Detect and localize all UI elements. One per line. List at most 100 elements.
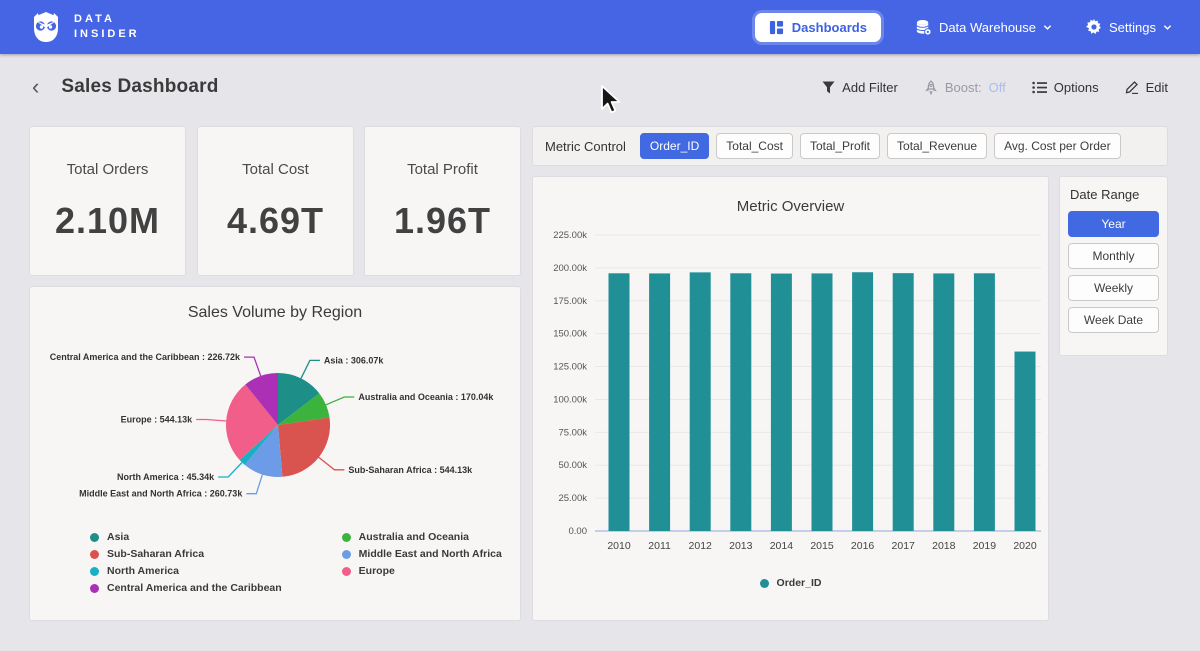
x-tick-label: 2019 — [973, 540, 997, 552]
pie-legend-item-middle-east-and-north-africa[interactable]: Middle East and North Africa — [342, 548, 502, 560]
date-range-option-year[interactable]: Year — [1068, 211, 1159, 237]
bar-2014[interactable] — [771, 274, 792, 531]
bar-2013[interactable] — [730, 273, 751, 531]
legend-column: Australia and Oceania Middle East and Nor… — [342, 531, 502, 594]
bar-2012[interactable] — [690, 272, 711, 531]
legend-dot — [342, 567, 351, 576]
x-tick-label: 2020 — [1013, 540, 1037, 552]
date-range-option-week-date[interactable]: Week Date — [1068, 307, 1159, 333]
pie-legend-item-europe[interactable]: Europe — [342, 565, 502, 577]
kpi-label: Total Orders — [67, 161, 149, 178]
bar-2020[interactable] — [1015, 352, 1036, 531]
metric-option-total-cost[interactable]: Total_Cost — [716, 133, 793, 159]
legend-dot — [342, 533, 351, 542]
metric-option-total-revenue[interactable]: Total_Revenue — [887, 133, 987, 159]
legend-dot — [90, 584, 99, 593]
legend-label: Australia and Oceania — [359, 531, 469, 543]
bar-2010[interactable] — [609, 273, 630, 531]
pie-legend-item-north-america[interactable]: North America — [90, 565, 282, 577]
pie-leader-line — [196, 420, 226, 422]
options-label: Options — [1054, 80, 1099, 95]
legend-label: Order_ID — [777, 577, 822, 589]
x-tick-label: 2013 — [729, 540, 753, 552]
metric-option-avg-cost-per-order[interactable]: Avg. Cost per Order — [994, 133, 1121, 159]
nav-settings-label: Settings — [1109, 20, 1156, 35]
add-filter-label: Add Filter — [842, 80, 898, 95]
bar-chart: 225.00k200.00k175.00k150.00k125.00k100.0… — [533, 215, 1048, 560]
pie-slice-label: North America : 45.34k — [117, 472, 215, 482]
bar-chart-card: Metric Overview 225.00k200.00k175.00k150… — [533, 177, 1048, 620]
page-header: ‹ Sales Dashboard Add Filter Boost: Off — [0, 54, 1200, 120]
metric-options-group: Order_ID Total_Cost Total_Profit Total_Reve… — [640, 133, 1121, 159]
date-range-label: Date Range — [1068, 187, 1159, 202]
boost-toggle[interactable]: Boost: Off — [924, 80, 1006, 95]
metric-option-order-id[interactable]: Order_ID — [640, 133, 709, 159]
y-tick-label: 100.00k — [553, 394, 587, 405]
filter-funnel-icon — [822, 81, 835, 94]
brand-text: DATA INSIDER — [74, 12, 140, 43]
edit-button[interactable]: Edit — [1125, 80, 1168, 95]
date-range-option-monthly[interactable]: Monthly — [1068, 243, 1159, 269]
legend-label: Asia — [107, 531, 129, 543]
date-range-panel: Date Range Year Monthly Weekly Week Date — [1060, 177, 1167, 355]
bar-legend-item[interactable]: Order_ID — [760, 577, 822, 589]
x-tick-label: 2011 — [648, 540, 671, 552]
x-tick-label: 2016 — [851, 540, 875, 552]
kpi-value: 1.96T — [394, 200, 491, 242]
options-button[interactable]: Options — [1032, 80, 1099, 95]
kpi-value: 2.10M — [55, 200, 160, 242]
boost-state: Off — [989, 80, 1006, 95]
bar-2019[interactable] — [974, 273, 995, 531]
pie-legend-item-asia[interactable]: Asia — [90, 531, 282, 543]
pie-chart: Asia : 306.07kAustralia and Oceania : 17… — [30, 322, 520, 527]
y-tick-label: 0.00 — [569, 526, 588, 537]
y-tick-label: 125.00k — [553, 362, 587, 373]
nav-dashboards-button[interactable]: Dashboards — [755, 13, 881, 42]
edit-label: Edit — [1146, 80, 1168, 95]
legend-dot — [342, 550, 351, 559]
pie-slice-label: Australia and Oceania : 170.04k — [358, 392, 494, 402]
bar-chart-title: Metric Overview — [533, 177, 1048, 215]
x-tick-label: 2017 — [892, 540, 916, 552]
brand-logo[interactable]: DATA INSIDER — [28, 9, 140, 45]
y-tick-label: 175.00k — [553, 296, 587, 307]
add-filter-button[interactable]: Add Filter — [822, 80, 898, 95]
chevron-down-icon — [1043, 23, 1052, 32]
chevron-down-icon — [1163, 23, 1172, 32]
legend-label: Europe — [359, 565, 395, 577]
pie-slice-label: Middle East and North Africa : 260.73k — [79, 489, 243, 499]
pie-legend-item-central-america-and-the-caribbean[interactable]: Central America and the Caribbean — [90, 582, 282, 594]
x-tick-label: 2012 — [689, 540, 713, 552]
rocket-icon — [924, 80, 938, 95]
bar-2011[interactable] — [649, 273, 670, 531]
nav-data-warehouse[interactable]: Data Warehouse — [915, 19, 1052, 36]
pie-slice-label: Sub-Saharan Africa : 544.13k — [348, 465, 473, 475]
x-tick-label: 2018 — [932, 540, 956, 552]
bar-2017[interactable] — [893, 273, 914, 531]
bar-2015[interactable] — [812, 273, 833, 531]
pie-legend-item-sub-saharan-africa[interactable]: Sub-Saharan Africa — [90, 548, 282, 560]
date-range-options-group: Year Monthly Weekly Week Date — [1068, 211, 1159, 333]
kpi-label: Total Profit — [407, 161, 478, 178]
pie-leader-line — [326, 397, 354, 405]
date-range-option-weekly[interactable]: Weekly — [1068, 275, 1159, 301]
metric-control-label: Metric Control — [545, 139, 626, 154]
pie-chart-card: Sales Volume by Region Asia : 306.07kAus… — [30, 287, 520, 620]
y-tick-label: 75.00k — [558, 427, 587, 438]
pie-legend-item-australia-and-oceania[interactable]: Australia and Oceania — [342, 531, 502, 543]
pie-leader-line — [244, 357, 261, 376]
legend-dot — [90, 550, 99, 559]
boost-label: Boost: — [945, 80, 982, 95]
nav-settings[interactable]: Settings — [1086, 19, 1172, 35]
header-actions: Add Filter Boost: Off Options — [822, 80, 1168, 95]
gear-icon — [1086, 19, 1102, 35]
back-button[interactable]: ‹ — [32, 76, 39, 98]
kpi-value: 4.69T — [227, 200, 324, 242]
pie-slice-sub-saharan-africa[interactable] — [278, 418, 330, 477]
metric-option-total-profit[interactable]: Total_Profit — [800, 133, 880, 159]
pie-leader-line — [319, 457, 345, 470]
bar-2016[interactable] — [852, 272, 873, 531]
bar-2018[interactable] — [933, 273, 954, 531]
database-icon — [915, 19, 932, 36]
dashboards-grid-icon — [769, 20, 784, 35]
